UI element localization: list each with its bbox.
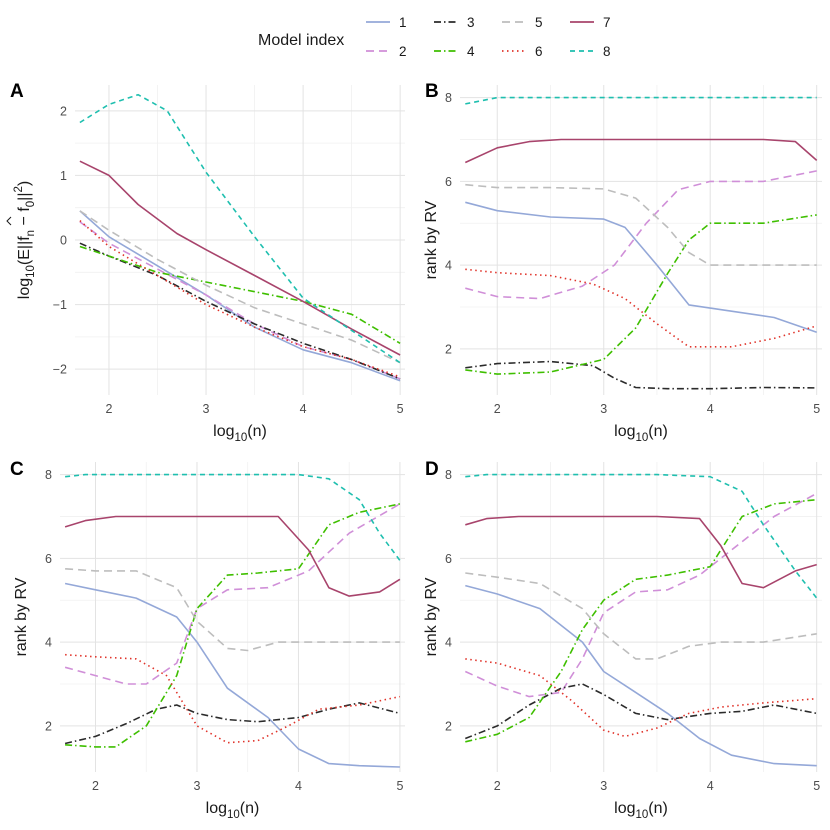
series-line-B-3 [465, 360, 817, 390]
legend-label-6: 6 [535, 44, 543, 59]
series-line-C-2 [64, 503, 401, 685]
panel-tag: D [425, 459, 439, 480]
legend-label-5: 5 [535, 15, 543, 30]
x-tick-label: 5 [813, 402, 820, 416]
series-line-A-3 [79, 242, 401, 380]
series-line-A-2 [79, 221, 401, 380]
y-tick-label: 0 [60, 234, 67, 248]
series-line-B-7 [464, 138, 818, 164]
panel-tag: B [425, 81, 439, 102]
y-tick-label: 4 [445, 636, 452, 650]
x-tick-label: 4 [707, 402, 714, 416]
x-tick-label: 2 [494, 779, 501, 793]
x-tick-label: 3 [600, 402, 607, 416]
y-tick-label: 4 [445, 259, 452, 273]
series-line-A-8 [79, 93, 401, 364]
x-axis-label: log10(n) [213, 423, 267, 444]
legend-label-8: 8 [603, 44, 611, 59]
grid-B [460, 85, 822, 395]
series-line-B-8 [465, 96, 817, 105]
grid-C [60, 462, 405, 772]
x-tick-label: 5 [813, 779, 820, 793]
y-tick-label: −1 [53, 298, 67, 312]
y-tick-label: 2 [45, 719, 52, 733]
y-tick-label: 1 [60, 169, 67, 183]
y-tick-label: 8 [445, 91, 452, 105]
y-tick-label: 2 [445, 719, 452, 733]
x-tick-label: 3 [203, 402, 210, 416]
series-line-D-5 [465, 572, 817, 660]
series-line-C-8 [65, 473, 401, 561]
series-line-D-7 [465, 515, 817, 589]
series-line-D-6 [465, 658, 817, 738]
legend-label-4: 4 [467, 44, 475, 59]
x-tick-label: 4 [300, 402, 307, 416]
x-axis-label: log10(n) [614, 423, 668, 444]
x-axis-label: log10(n) [614, 800, 668, 821]
y-tick-label: 8 [45, 468, 52, 482]
series-line-A-7 [79, 160, 401, 356]
grid-D [460, 462, 822, 772]
y-axis-label: rank by RV [423, 200, 440, 279]
series-line-B-5 [465, 183, 817, 266]
series-line-D-4 [465, 498, 817, 743]
series-line-A-4 [79, 245, 401, 344]
panel-tag: C [10, 459, 24, 480]
y-tick-label: 8 [445, 468, 452, 482]
x-tick-label: 4 [707, 779, 714, 793]
series-line-C-5 [65, 568, 400, 652]
y-tick-label: 2 [445, 342, 452, 356]
x-tick-label: 2 [105, 402, 112, 416]
series-line-A-5 [79, 210, 401, 364]
series-line-D-3 [465, 683, 817, 740]
series-line-B-2 [465, 170, 817, 300]
legend-label-3: 3 [467, 15, 475, 30]
x-tick-label: 2 [494, 402, 501, 416]
series-line-A-6 [79, 220, 401, 378]
y-tick-label: 6 [445, 552, 452, 566]
y-axis-label: rank by RV [423, 577, 440, 656]
series-line-D-8 [465, 473, 818, 599]
x-tick-label: 3 [600, 779, 607, 793]
series-line-C-1 [64, 582, 400, 768]
y-tick-label: −2 [53, 363, 67, 377]
legend-label-2: 2 [399, 44, 407, 59]
y-tick-label: 2 [60, 104, 67, 118]
x-tick-label: 4 [295, 779, 302, 793]
x-axis-label: log10(n) [206, 800, 260, 821]
x-tick-label: 5 [397, 402, 404, 416]
series-line-C-3 [64, 702, 401, 745]
x-tick-label: 2 [92, 779, 99, 793]
x-tick-label: 3 [194, 779, 201, 793]
series-line-C-7 [64, 515, 401, 597]
y-axis-label: rank by RV [13, 577, 30, 656]
x-tick-label: 5 [396, 779, 403, 793]
y-axis-label: log10(E||fn − f0||2) [13, 181, 37, 299]
series-line-D-1 [465, 584, 817, 767]
series-line-B-6 [465, 268, 817, 348]
series-line-B-4 [465, 214, 817, 375]
legend-label-7: 7 [603, 15, 611, 30]
panel-tag: A [10, 81, 24, 102]
series-line-B-1 [465, 201, 817, 333]
legend-label-1: 1 [399, 15, 407, 30]
hat-mark [6, 216, 12, 226]
y-tick-label: 6 [445, 175, 452, 189]
grid-A [75, 85, 405, 395]
y-tick-label: 4 [45, 636, 52, 650]
series-line-A-1 [79, 210, 401, 382]
series-line-C-6 [65, 653, 401, 744]
series-line-C-4 [65, 503, 401, 748]
series-line-D-2 [464, 492, 818, 698]
legend: Model index 1 2 3 4 5 6 7 8 [258, 15, 611, 59]
legend-title: Model index [258, 32, 344, 49]
y-tick-label: 6 [45, 552, 52, 566]
